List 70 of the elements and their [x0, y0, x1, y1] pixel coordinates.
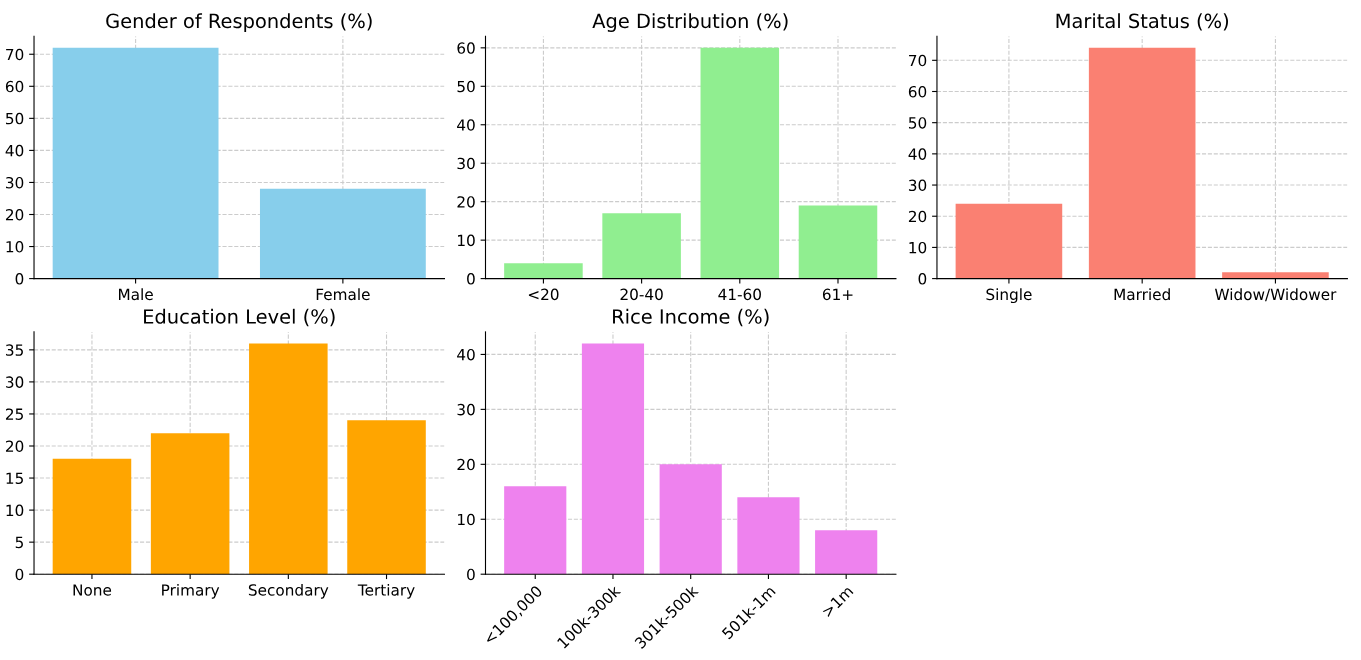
y-tick-label: 40 — [5, 144, 24, 157]
bar — [581, 343, 645, 575]
x-tick-label: None — [73, 584, 112, 596]
y-tick-label: 10 — [6, 504, 24, 517]
chart-title: Gender of Respondents (%) — [106, 13, 372, 33]
y-tick-label: 0 — [467, 568, 475, 581]
y-tick-label: 10 — [458, 234, 475, 247]
bar — [700, 47, 780, 279]
x-tick-label: 41-60 — [718, 288, 761, 301]
y-tick-label: 40 — [457, 119, 475, 131]
chart-title: Rice Income (%) — [613, 308, 769, 327]
x-tick-label: <20 — [528, 288, 559, 301]
y-tick-label: 10 — [909, 241, 927, 254]
y-tick-label: 30 — [6, 376, 24, 388]
y-tick-label: 30 — [6, 176, 24, 189]
bar — [504, 263, 583, 279]
chart-title: Marital Status (%) — [1056, 13, 1229, 31]
y-tick-label: 0 — [15, 568, 24, 581]
y-tick-label: 0 — [918, 273, 927, 285]
y-tick-label: 30 — [457, 403, 475, 416]
y-tick-label: 5 — [15, 536, 23, 549]
bar — [798, 205, 878, 279]
y-tick-label: 60 — [457, 42, 475, 54]
bar — [1088, 47, 1196, 279]
y-tick-label: 15 — [6, 472, 23, 485]
bar — [150, 433, 230, 575]
y-tick-label: 0 — [15, 273, 24, 285]
y-tick-label: 35 — [6, 344, 23, 356]
x-tick-label: Single — [986, 288, 1032, 304]
x-tick-label: Secondary — [248, 583, 329, 599]
y-tick-label: 70 — [909, 54, 927, 67]
y-tick-label: 25 — [5, 408, 23, 420]
bar — [347, 420, 426, 575]
y-tick-label: 10 — [6, 241, 24, 253]
x-tick-label: 20-40 — [620, 288, 663, 301]
x-tick-label: Married — [1114, 288, 1170, 301]
chart-title: Age Distribution (%) — [592, 13, 788, 33]
bar — [659, 464, 722, 575]
y-tick-label: 20 — [5, 440, 24, 453]
y-tick-label: 50 — [6, 112, 24, 125]
y-tick-label: 20 — [908, 210, 927, 223]
bar — [1222, 272, 1329, 279]
bar — [249, 343, 328, 575]
x-tick-label: Widow/Widower — [1214, 288, 1337, 302]
chart-title: Education Level (%) — [144, 308, 335, 327]
bar — [955, 203, 1063, 279]
y-tick-label: 70 — [6, 48, 24, 61]
y-tick-label: 20 — [457, 458, 475, 471]
x-tick-label: Female — [316, 288, 370, 301]
x-tick-label: Primary — [162, 583, 220, 599]
bar — [52, 458, 132, 575]
bar — [504, 486, 567, 575]
x-tick-label: 61+ — [822, 288, 853, 301]
y-tick-label: 40 — [457, 348, 475, 361]
y-tick-label: 30 — [908, 179, 927, 192]
y-tick-label: 10 — [458, 513, 475, 526]
y-tick-label: 0 — [467, 273, 475, 285]
y-tick-label: 20 — [457, 196, 475, 208]
y-tick-label: 60 — [908, 85, 927, 98]
bar — [602, 213, 681, 279]
y-tick-label: 50 — [457, 80, 475, 93]
y-tick-label: 40 — [908, 148, 927, 160]
y-tick-label: 50 — [908, 117, 927, 129]
y-tick-label: 30 — [457, 157, 475, 170]
y-tick-label: 20 — [5, 208, 24, 221]
bar — [737, 497, 800, 575]
x-tick-label: Tertiary — [357, 583, 415, 599]
x-tick-label: Male — [119, 288, 153, 301]
bar — [815, 530, 878, 575]
y-tick-label: 60 — [5, 80, 24, 93]
